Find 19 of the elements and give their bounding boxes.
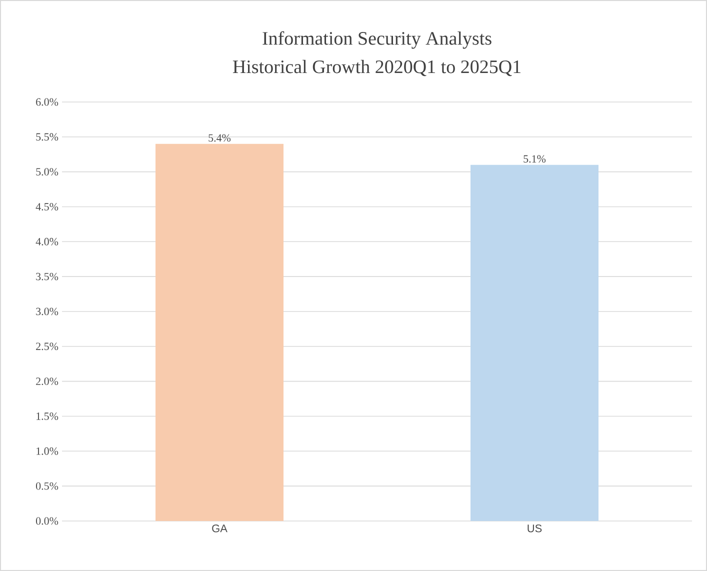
y-tick-label: 1.5% — [36, 412, 58, 420]
y-tick-label: 4.0% — [36, 238, 58, 246]
y-tick-label: 3.5% — [36, 272, 58, 280]
y-tick-label: 5.5% — [36, 133, 58, 141]
y-tick-label: 3.0% — [36, 308, 58, 316]
y-tick-label: 5.0% — [36, 168, 58, 176]
y-tick-label: 4.5% — [36, 203, 58, 210]
y-tick-label: 2.5% — [36, 342, 58, 350]
chart-subtitle: Historical Growth 2020Q1 to 2025Q1 — [232, 60, 520, 76]
chart-title: Information Security Analysts — [262, 31, 492, 49]
data-label: 5.4% — [208, 134, 231, 142]
y-tick-label: 0.5% — [36, 482, 58, 490]
x-tick-label: US — [528, 524, 542, 532]
y-tick-label: 6.0% — [36, 98, 58, 106]
data-label: 5.1% — [524, 155, 546, 163]
y-tick-label: 2.0% — [36, 378, 58, 386]
y-tick-label: 0.0% — [36, 517, 58, 525]
x-tick-label: GA — [212, 524, 228, 532]
y-tick-label: 1.0% — [36, 447, 58, 455]
